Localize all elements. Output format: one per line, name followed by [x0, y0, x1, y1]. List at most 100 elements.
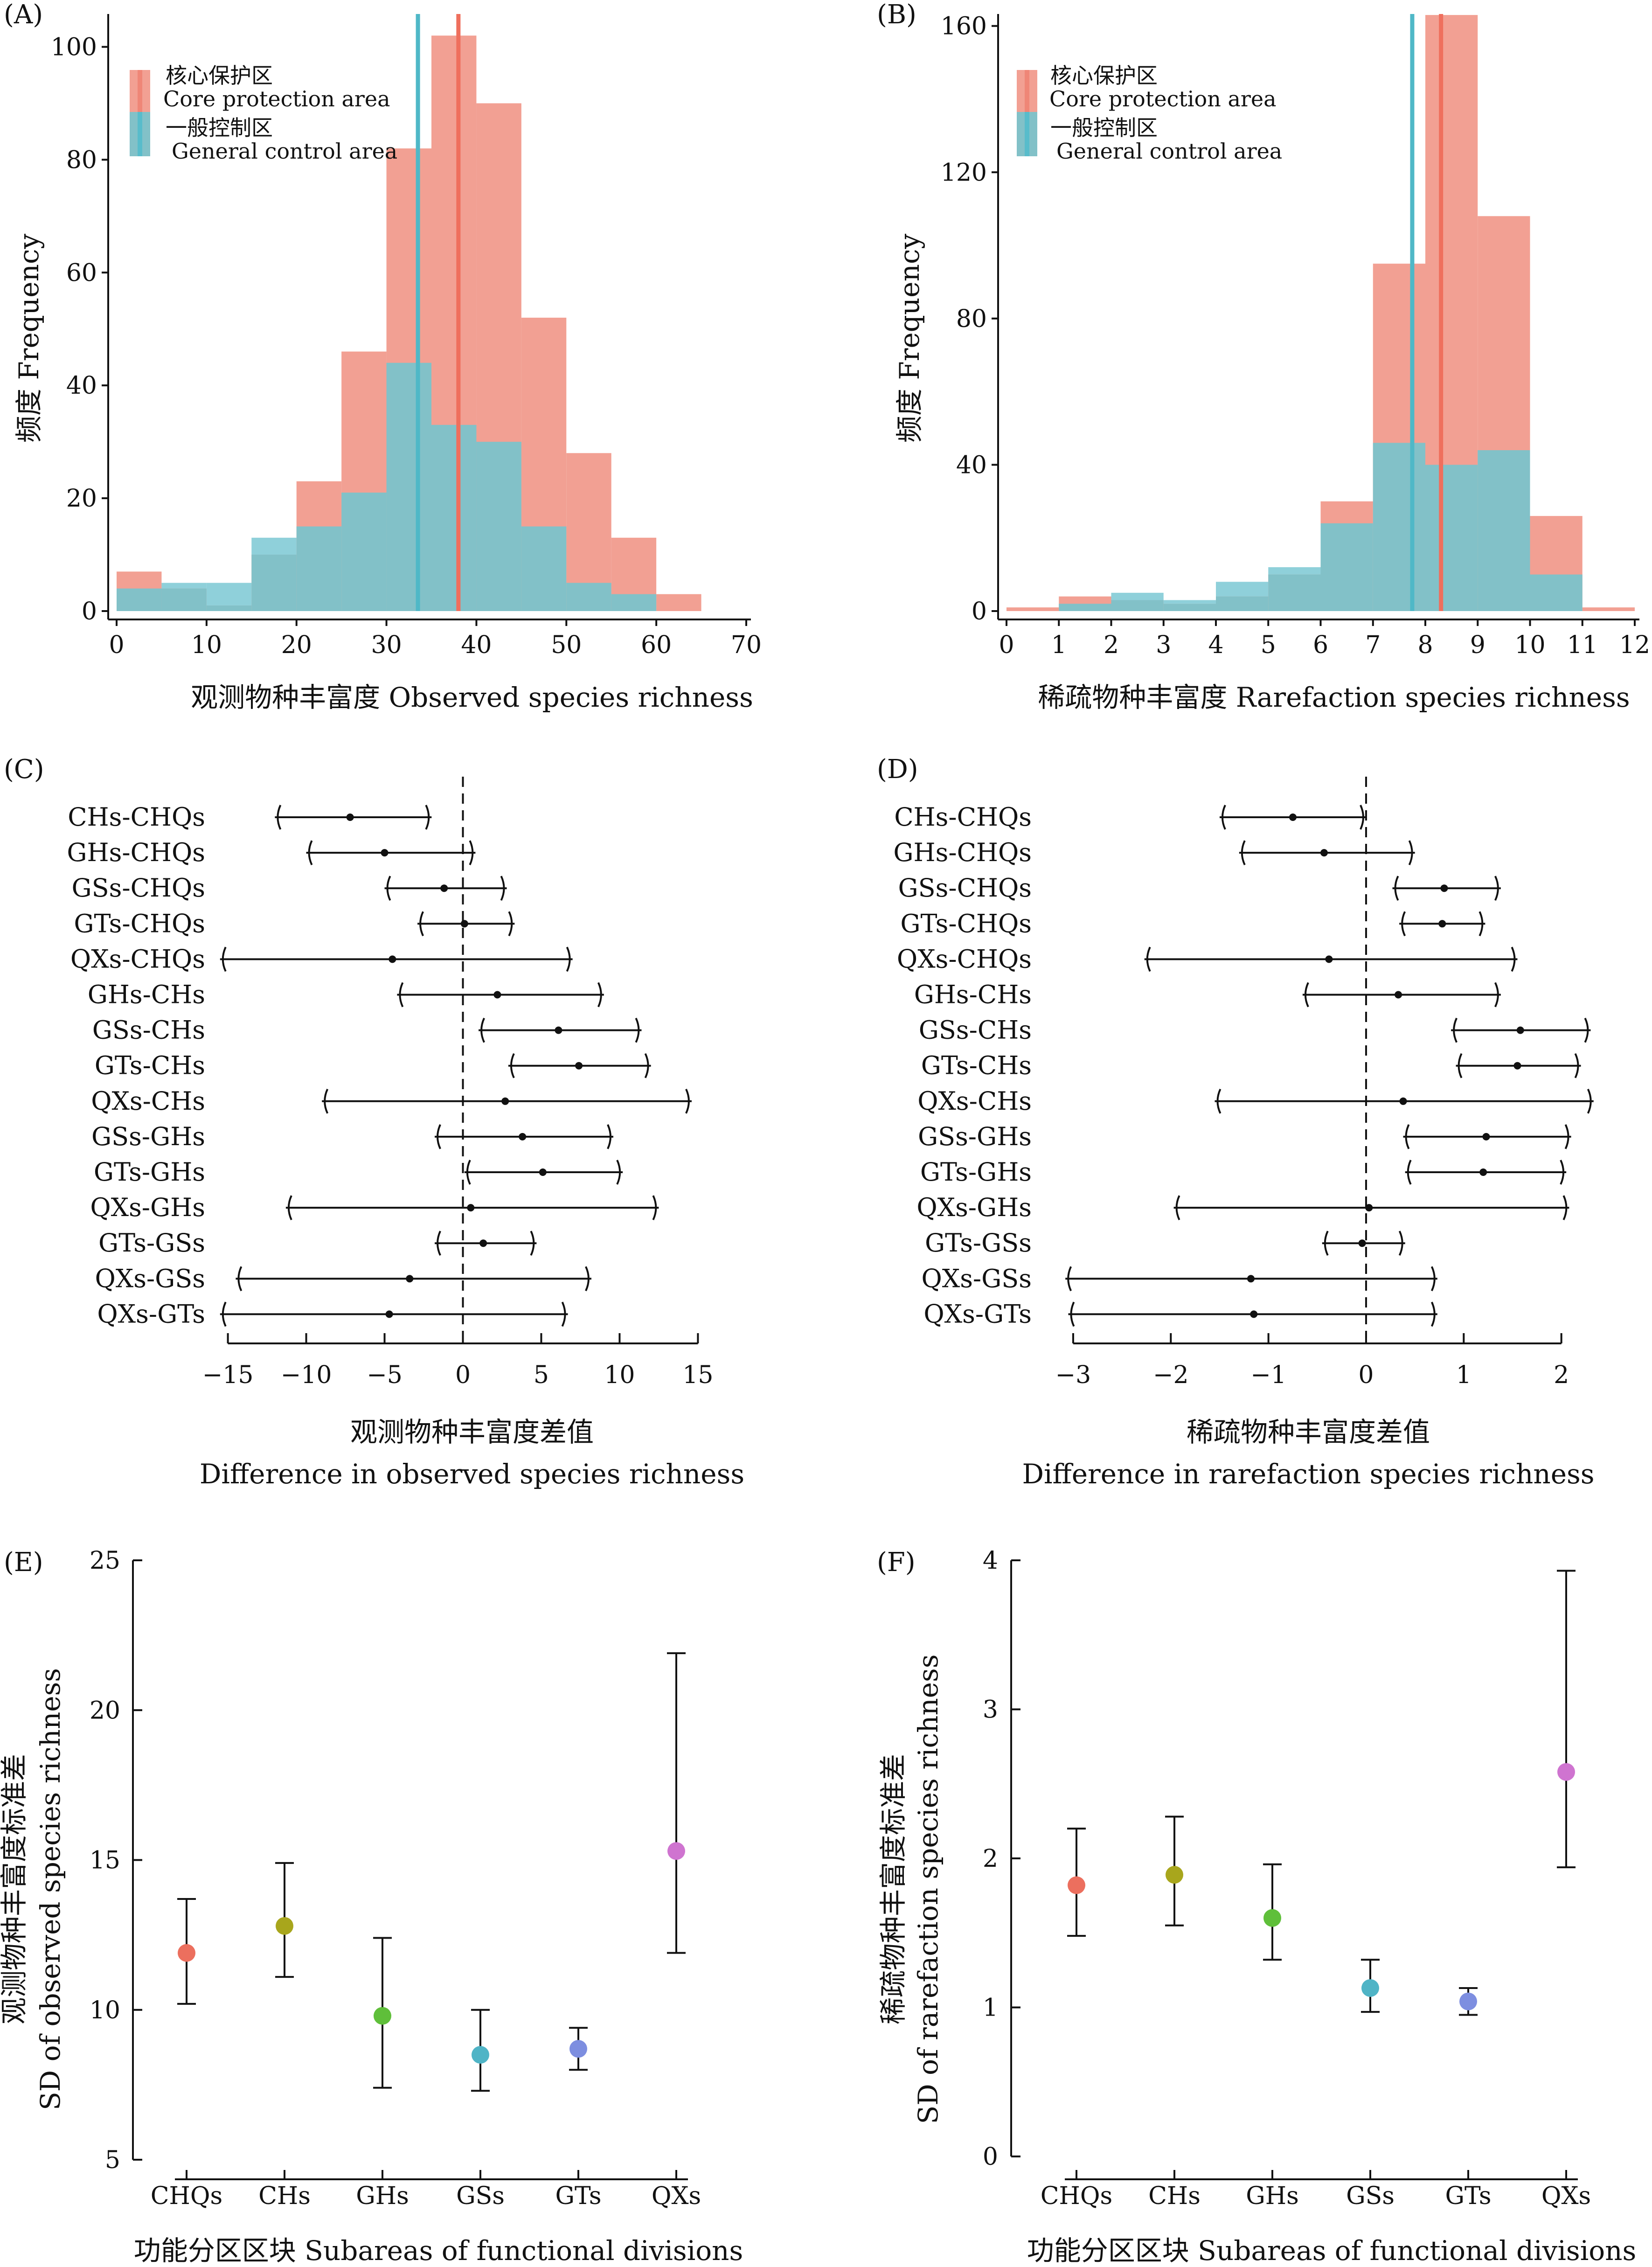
- x-tick-label: 12: [1619, 631, 1650, 659]
- x-tick-label: CHQs: [151, 2182, 222, 2210]
- row-label: GHs-CHs: [88, 980, 205, 1009]
- interval-cap-low: [287, 1195, 292, 1220]
- estimate-point: [381, 849, 389, 857]
- x-tick-label: CHQs: [1041, 2182, 1112, 2210]
- interval-cap-high: [530, 1231, 535, 1256]
- estimate-point: [346, 814, 354, 821]
- interval-cap-low: [222, 946, 227, 972]
- y-tick-label: 3: [983, 1696, 998, 1724]
- bar-general: [521, 526, 567, 611]
- panel-f-ylabel-cn: 稀疏物种丰富度标准差: [877, 1754, 909, 2024]
- errorbar-point: [1263, 1863, 1282, 1961]
- row-label: GSs-CHQs: [72, 873, 205, 903]
- bar-general: [1530, 574, 1583, 611]
- y-tick-label: 100: [51, 33, 97, 61]
- errorbar-point: [667, 1652, 686, 1954]
- bar-general: [1216, 596, 1269, 611]
- interval-cap-low: [1407, 1160, 1412, 1185]
- panel-b-mean-lines: [1410, 14, 1444, 611]
- bar-general: [1059, 604, 1111, 611]
- interval-cap-high: [566, 946, 571, 972]
- interval-cap-high: [597, 982, 602, 1008]
- interval-cap-high: [1587, 1088, 1592, 1114]
- y-tick-label: 0: [82, 598, 97, 626]
- estimate-point: [555, 1026, 562, 1034]
- estimate-point: [1399, 1097, 1407, 1105]
- bar-general: [341, 493, 387, 611]
- panel-a-mean-lines: [416, 14, 461, 611]
- panel-c-xlabel-cn: 观测物种丰富度差值: [350, 1416, 594, 1448]
- interval-cap-high: [1574, 1053, 1579, 1078]
- x-tick-label: 15: [682, 1361, 713, 1389]
- y-tick-label: 60: [66, 259, 97, 287]
- estimate-point: [385, 1310, 393, 1318]
- interval-row: CHs-CHQs: [894, 802, 1366, 832]
- interval-cap-low: [308, 840, 313, 865]
- errorbar-point: [373, 1937, 392, 2089]
- estimate-point: [1516, 1026, 1524, 1034]
- y-tick-label: 120: [941, 159, 987, 187]
- interval-row: QXs-CHs: [91, 1086, 692, 1116]
- interval-row: GTs-CHQs: [900, 909, 1485, 938]
- interval-cap-high: [1494, 982, 1499, 1008]
- panel-a-histogram: (A) 0 10 20 30 40 50 60 70 0 20 40 60 80 100 核心保护区 Co…: [4, 0, 762, 713]
- bar-general: [161, 583, 207, 589]
- estimate-point: [1247, 1275, 1255, 1283]
- interval-cap-high: [685, 1088, 690, 1114]
- bar-general: [296, 526, 342, 611]
- panel-b-bars: [1006, 15, 1635, 611]
- bar-general: [1478, 450, 1530, 611]
- row-label: QXs-GTs: [97, 1299, 205, 1328]
- bar-general: [161, 588, 207, 611]
- interval-cap-low: [1458, 1053, 1463, 1078]
- y-tick-label: 0: [972, 598, 987, 626]
- panel-label-a: (A): [4, 0, 43, 30]
- legend-general-cn: 一般控制区: [1050, 115, 1158, 140]
- x-tick-label: −1: [1250, 1361, 1286, 1389]
- bar-general: [206, 583, 252, 605]
- x-tick-label: GSs: [456, 2182, 505, 2210]
- interval-row: QXs-CHQs: [70, 944, 573, 974]
- row-label: CHs-CHQs: [894, 802, 1032, 832]
- mean-point: [374, 2007, 391, 2025]
- bar-core: [656, 594, 701, 611]
- row-label: GSs-CHQs: [898, 873, 1032, 903]
- panel-b-ylabel: 频度 Frequency: [894, 234, 925, 443]
- legend-core-cn: 核心保护区: [166, 63, 273, 88]
- panel-e-ylabel-cn: 观测物种丰富度标准差: [0, 1754, 30, 2024]
- y-tick-label: 20: [90, 1697, 120, 1725]
- interval-cap-low: [237, 1266, 243, 1292]
- x-tick-label: 2: [1554, 1361, 1569, 1389]
- panel-a-legend: 核心保护区 Core protection area 一般控制区 General…: [130, 63, 397, 164]
- interval-cap-low: [1304, 982, 1309, 1008]
- errorbar-point: [1067, 1828, 1086, 1937]
- row-label: QXs-GSs: [95, 1264, 205, 1293]
- bar-general: [611, 594, 657, 611]
- legend-general-cn: 一般控制区: [166, 115, 273, 140]
- panel-f-points: [1067, 1570, 1576, 2016]
- interval-cap-high: [1430, 1301, 1436, 1327]
- estimate-point: [1438, 920, 1446, 928]
- interval-row: GTs-GHs: [920, 1157, 1567, 1187]
- y-tick-label: 20: [66, 485, 97, 513]
- interval-cap-high: [1584, 1017, 1589, 1043]
- estimate-point: [389, 955, 396, 963]
- interval-row: GHs-CHs: [914, 980, 1501, 1009]
- x-tick-label: 3: [1156, 631, 1171, 659]
- interval-cap-high: [1511, 946, 1516, 972]
- x-tick-label: −5: [367, 1361, 403, 1389]
- x-tick-label: −10: [281, 1361, 332, 1389]
- mean-point: [1459, 1992, 1477, 2010]
- row-label: GSs-CHs: [92, 1015, 205, 1045]
- interval-cap-low: [1146, 946, 1151, 972]
- interval-row: GSs-GHs: [918, 1122, 1571, 1151]
- interval-cap-high: [1562, 1195, 1568, 1220]
- mean-point: [276, 1917, 293, 1935]
- estimate-point: [1325, 955, 1333, 963]
- row-label: QXs-CHQs: [897, 944, 1032, 974]
- panel-label-b: (B): [877, 0, 916, 30]
- bar-general: [1268, 574, 1321, 611]
- y-tick-label: 10: [90, 1996, 120, 2024]
- bar-general: [1163, 604, 1216, 611]
- x-tick-label: 6: [1313, 631, 1328, 659]
